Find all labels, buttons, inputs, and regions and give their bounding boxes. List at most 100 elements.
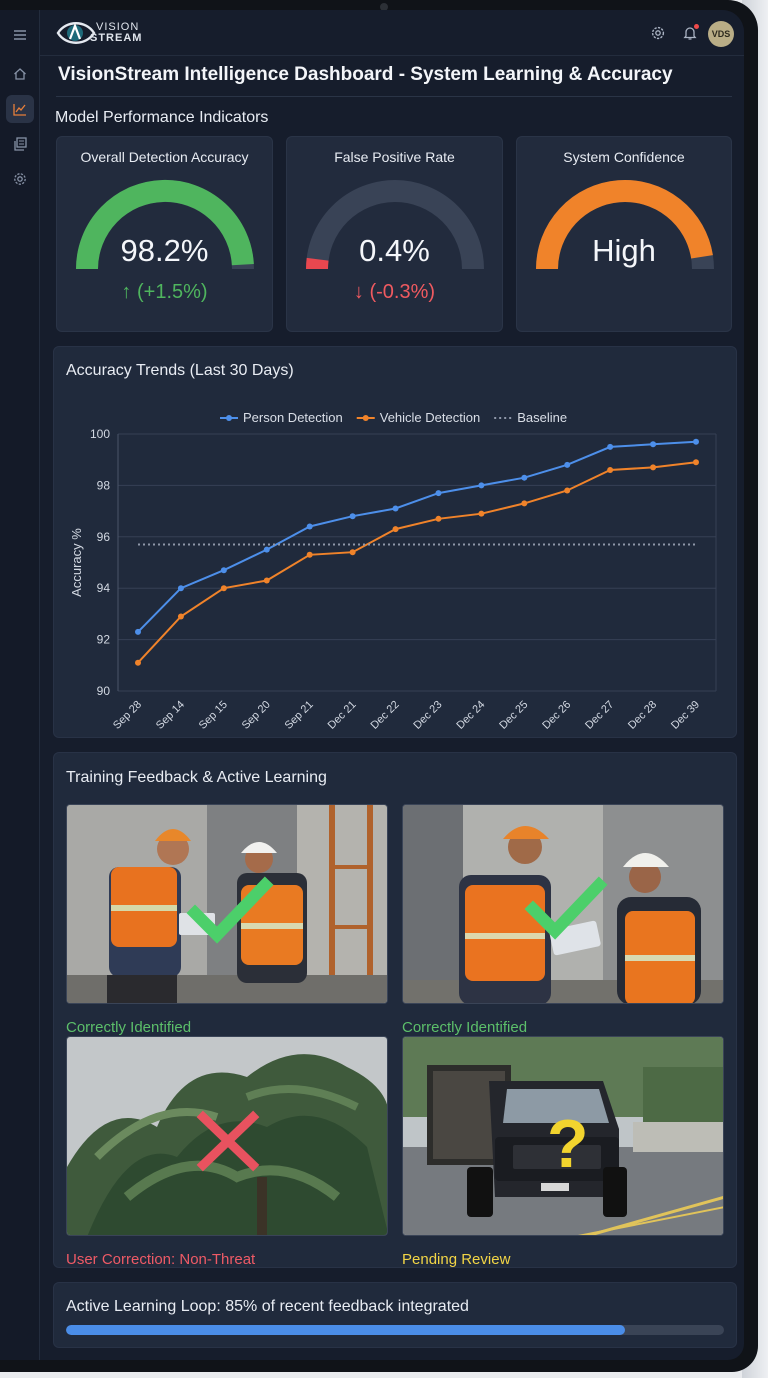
page-title: VisionStream Intelligence Dashboard - Sy…	[58, 64, 673, 85]
y-tick-label: 100	[90, 427, 110, 441]
series-line	[137, 440, 697, 633]
feedback-image-truck[interactable]: ?	[402, 1036, 724, 1236]
active-learning-panel: Active Learning Loop: 85% of recent feed…	[53, 1282, 737, 1348]
kpi-title: Overall Detection Accuracy	[80, 149, 249, 165]
legend-label: Baseline	[517, 410, 567, 425]
data-point	[177, 613, 184, 620]
kpi-card-confidence: System Confidence High	[516, 136, 732, 332]
kpi-value: High	[592, 233, 656, 268]
data-point	[564, 461, 571, 468]
x-tick-label: Dec 27	[583, 699, 616, 732]
feedback-caption: Correctly Identified	[66, 1019, 192, 1036]
feedback-image-workers-2[interactable]	[402, 804, 724, 1004]
camera	[380, 3, 388, 11]
training-feedback-panel: Training Feedback & Active Learning	[53, 752, 737, 1268]
kpi-card-false-positive: False Positive Rate 0.4% ↓ (-0.3%)	[286, 136, 503, 332]
screen: VISION STREAM VDS VisionStream Intellige…	[0, 10, 744, 1360]
feedback-caption: Pending Review	[402, 1251, 511, 1268]
checkmark-icon	[524, 876, 608, 940]
legend-marker	[362, 415, 369, 421]
feedback-image-tree[interactable]	[66, 1036, 388, 1236]
kpi-value: 0.4%	[359, 233, 430, 268]
data-point	[650, 464, 657, 471]
eye-logo-icon	[56, 22, 96, 44]
feedback-caption: User Correction: Non-Threat	[66, 1251, 256, 1268]
data-point	[607, 466, 614, 473]
series-line	[137, 461, 697, 664]
kpi-card-accuracy: Overall Detection Accuracy 98.2% ↑ (+1.5…	[56, 136, 273, 332]
training-heading: Training Feedback & Active Learning	[66, 769, 327, 786]
x-tick-label: Sep 15	[197, 699, 230, 732]
y-tick-label: 94	[97, 581, 111, 595]
data-point	[135, 628, 141, 635]
progress-fill	[66, 1325, 626, 1335]
data-point	[349, 513, 356, 520]
data-point	[220, 585, 227, 592]
data-point	[392, 526, 399, 533]
data-point	[177, 585, 184, 592]
data-point	[607, 443, 614, 450]
question-icon: ?	[547, 1106, 589, 1182]
notification-dot	[694, 24, 699, 29]
data-point	[650, 441, 657, 448]
library-icon[interactable]	[6, 130, 34, 158]
x-tick-label: Dec 28	[626, 699, 659, 732]
kpi-value: 98.2%	[120, 233, 209, 268]
analytics-icon[interactable]	[6, 95, 34, 123]
x-tick-label: Sep 20	[240, 699, 273, 732]
data-point	[693, 438, 699, 445]
data-point	[263, 577, 270, 584]
settings-icon[interactable]	[6, 165, 34, 193]
accuracy-trends-panel: Accuracy Trends (Last 30 Days) 90 92 94 96 9…	[53, 346, 737, 738]
x-tick-label: Dec 22	[369, 699, 402, 732]
legend-label: Vehicle Detection	[380, 410, 480, 425]
user-avatar[interactable]: VDS	[708, 21, 734, 47]
gear-icon[interactable]	[648, 23, 668, 43]
logo[interactable]: VISION STREAM	[56, 18, 142, 48]
x-tick-label: Dec 26	[540, 699, 573, 732]
data-point	[521, 474, 528, 481]
kpi-delta: ↑ (+1.5%)	[121, 281, 208, 303]
data-point	[478, 482, 485, 489]
title-divider	[56, 96, 732, 97]
data-point	[435, 490, 442, 497]
y-tick-label: 98	[97, 478, 111, 492]
y-tick-label: 96	[97, 530, 111, 544]
kpi-section-heading: Model Performance Indicators	[55, 109, 269, 126]
home-icon[interactable]	[6, 60, 34, 88]
feedback-caption: Correctly Identified	[402, 1019, 528, 1036]
top-bar: VISION STREAM VDS	[40, 10, 744, 56]
kpi-delta: ↓ (-0.3%)	[353, 281, 436, 303]
data-point	[220, 567, 227, 574]
x-tick-label: Sep 14	[154, 699, 187, 732]
arrow-up-icon: ↑	[121, 281, 132, 303]
y-axis-label: Accuracy %	[69, 528, 84, 597]
data-point	[392, 505, 399, 512]
x-tick-label: Sep 21	[283, 699, 316, 732]
x-tick-label: Dec 25	[497, 699, 530, 732]
data-point	[478, 510, 485, 517]
data-point	[435, 515, 442, 522]
active-learning-label: Active Learning Loop: 85% of recent feed…	[66, 1298, 469, 1315]
logo-line-2: STREAM	[90, 32, 143, 44]
feedback-image-workers-1[interactable]	[66, 804, 388, 1004]
arrow-down-icon: ↓	[353, 281, 364, 303]
menu-icon[interactable]	[6, 21, 34, 49]
x-tick-label: Dec 24	[454, 699, 487, 732]
data-point	[349, 549, 356, 556]
data-point	[564, 487, 571, 494]
data-point	[306, 551, 313, 558]
notification-bell-icon[interactable]	[680, 23, 700, 43]
confidence-gauge	[536, 180, 714, 270]
data-point	[135, 659, 141, 666]
logo-line-1: VISION	[96, 21, 140, 33]
trends-heading: Accuracy Trends (Last 30 Days)	[66, 362, 294, 379]
cross-icon	[196, 1110, 260, 1172]
data-point	[521, 500, 528, 507]
data-point	[693, 459, 699, 466]
legend-label: Person Detection	[243, 410, 343, 425]
accuracy-line-chart: 90 92 94 96 98 100 Accuracy % Sep 28 Sep 14 Sep 1…	[69, 410, 717, 732]
y-tick-label: 92	[97, 633, 111, 647]
checkmark-icon	[186, 876, 274, 944]
false-positive-gauge	[306, 180, 484, 270]
